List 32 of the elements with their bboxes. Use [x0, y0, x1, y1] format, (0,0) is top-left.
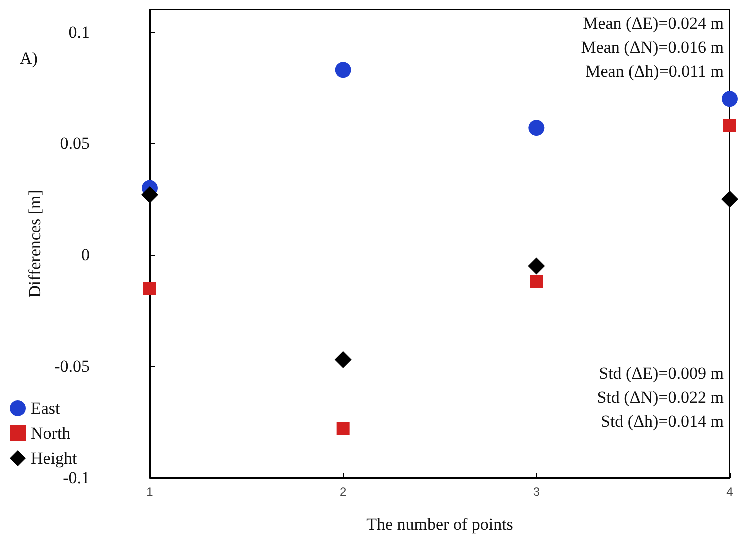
x-tick-label: 3: [533, 485, 540, 499]
y-tick-label: 0: [82, 246, 90, 265]
point: [722, 190, 738, 208]
point: [335, 62, 352, 78]
y-tick-label: 0.05: [60, 134, 90, 154]
annotation: Std (Δh)=0.014 m: [601, 412, 724, 431]
point: [530, 275, 544, 288]
legend-label: North: [31, 424, 72, 443]
annotation: Mean (ΔE)=0.024 m: [583, 14, 724, 33]
point: [144, 282, 156, 296]
annotation: Std (ΔN)=0.022 m: [597, 388, 724, 407]
y-tick-label: -0.05: [54, 357, 90, 376]
annotation: Mean (Δh)=0.011 m: [586, 62, 724, 81]
x-tick-label: 4: [726, 485, 734, 499]
y-tick-label: 0.1: [68, 22, 90, 42]
x-tick-label: 2: [340, 485, 347, 499]
text: A): [20, 49, 38, 68]
y-axis-title: Differences [m]: [26, 190, 45, 298]
point: [334, 351, 352, 368]
annotation: Mean (ΔN)=0.016 m: [581, 38, 724, 57]
y-tick-label: -0.1: [63, 468, 90, 488]
legend-label: East: [31, 399, 61, 418]
x-tick-label: 1: [146, 485, 154, 499]
point: [336, 422, 350, 436]
point: [142, 186, 158, 204]
point: [724, 119, 736, 132]
legend-label: Height: [31, 449, 78, 468]
point: [722, 91, 738, 108]
annotation: Std (ΔE)=0.009 m: [599, 364, 724, 383]
x-axis-title: The number of points: [366, 515, 514, 534]
point: [528, 120, 545, 136]
point: [528, 258, 546, 275]
